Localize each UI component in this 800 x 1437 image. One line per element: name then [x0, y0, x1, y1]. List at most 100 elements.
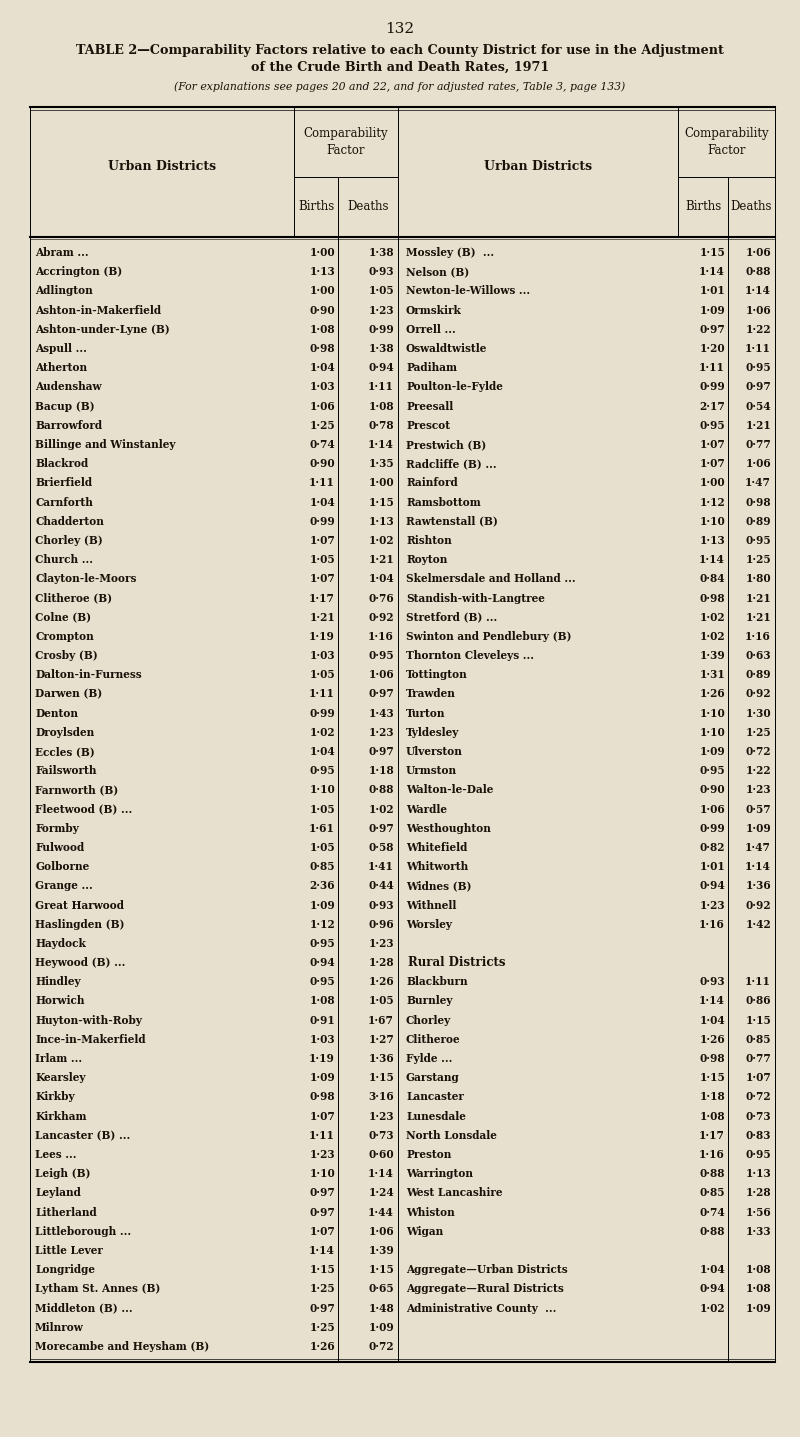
Text: 1·28: 1·28	[368, 957, 394, 969]
Text: 1·25: 1·25	[746, 555, 771, 565]
Text: Clitheroe (B): Clitheroe (B)	[35, 592, 112, 604]
Text: 0·98: 0·98	[310, 1092, 335, 1102]
Text: 1·07: 1·07	[310, 573, 335, 585]
Text: 1·36: 1·36	[746, 881, 771, 891]
Text: 1·24: 1·24	[368, 1187, 394, 1198]
Text: 1·05: 1·05	[368, 286, 394, 296]
Text: 0·99: 0·99	[310, 516, 335, 527]
Text: 1·14: 1·14	[699, 996, 725, 1006]
Text: Kirkby: Kirkby	[35, 1092, 74, 1102]
Text: Fylde ...: Fylde ...	[406, 1053, 452, 1063]
Text: 1·06: 1·06	[368, 1226, 394, 1237]
Text: 1·26: 1·26	[699, 1033, 725, 1045]
Text: Aspull ...: Aspull ...	[35, 343, 87, 354]
Text: 0·89: 0·89	[746, 516, 771, 527]
Text: 1·09: 1·09	[699, 305, 725, 316]
Text: 1·26: 1·26	[368, 976, 394, 987]
Text: Wigan: Wigan	[406, 1226, 443, 1237]
Text: Fulwood: Fulwood	[35, 842, 84, 854]
Text: Warrington: Warrington	[406, 1168, 473, 1180]
Text: 1·26: 1·26	[310, 1341, 335, 1352]
Text: 1·07: 1·07	[699, 458, 725, 470]
Text: West Lancashire: West Lancashire	[406, 1187, 502, 1198]
Text: 0·63: 0·63	[746, 650, 771, 661]
Text: 1·21: 1·21	[746, 612, 771, 622]
Text: 1·11: 1·11	[309, 477, 335, 489]
Text: Administrative County  ...: Administrative County ...	[406, 1302, 556, 1313]
Text: 1·07: 1·07	[310, 535, 335, 546]
Text: 1·09: 1·09	[699, 746, 725, 757]
Text: 0·88: 0·88	[746, 266, 771, 277]
Text: 0·74: 0·74	[310, 438, 335, 450]
Text: Royton: Royton	[406, 555, 447, 565]
Text: 1·56: 1·56	[746, 1207, 771, 1217]
Text: 1·06: 1·06	[368, 670, 394, 680]
Text: 0·73: 0·73	[368, 1129, 394, 1141]
Text: 1·22: 1·22	[746, 323, 771, 335]
Text: TABLE 2—Comparability Factors relative to each County District for use in the Ad: TABLE 2—Comparability Factors relative t…	[76, 45, 724, 57]
Text: Carnforth: Carnforth	[35, 497, 93, 507]
Text: 1·13: 1·13	[699, 535, 725, 546]
Text: 0·98: 0·98	[746, 497, 771, 507]
Text: Ormskirk: Ormskirk	[406, 305, 462, 316]
Text: 1·38: 1·38	[368, 343, 394, 354]
Text: 1·06: 1·06	[746, 305, 771, 316]
Text: 1·05: 1·05	[310, 803, 335, 815]
Text: Turton: Turton	[406, 707, 446, 718]
Text: 0·95: 0·95	[310, 938, 335, 948]
Text: 1·14: 1·14	[699, 266, 725, 277]
Text: Leigh (B): Leigh (B)	[35, 1168, 90, 1180]
Text: Swinton and Pendlebury (B): Swinton and Pendlebury (B)	[406, 631, 571, 642]
Text: 0·86: 0·86	[746, 996, 771, 1006]
Text: Blackrod: Blackrod	[35, 458, 88, 470]
Text: Chadderton: Chadderton	[35, 516, 104, 527]
Text: 2·36: 2·36	[310, 881, 335, 891]
Text: 3·16: 3·16	[368, 1092, 394, 1102]
Text: Worsley: Worsley	[406, 918, 452, 930]
Text: Morecambe and Heysham (B): Morecambe and Heysham (B)	[35, 1341, 210, 1352]
Text: Eccles (B): Eccles (B)	[35, 746, 94, 757]
Text: 1·43: 1·43	[368, 707, 394, 718]
Text: Lunesdale: Lunesdale	[406, 1111, 466, 1122]
Text: 1·04: 1·04	[310, 497, 335, 507]
Text: 1·23: 1·23	[368, 727, 394, 737]
Text: 0·54: 0·54	[746, 401, 771, 411]
Text: 0·99: 0·99	[699, 823, 725, 833]
Text: 0·76: 0·76	[368, 592, 394, 604]
Text: Crompton: Crompton	[35, 631, 94, 642]
Text: Rainford: Rainford	[406, 477, 458, 489]
Text: Westhoughton: Westhoughton	[406, 823, 491, 833]
Text: 1·01: 1·01	[699, 286, 725, 296]
Text: 1·61: 1·61	[309, 823, 335, 833]
Text: Adlington: Adlington	[35, 286, 93, 296]
Text: 1·28: 1·28	[746, 1187, 771, 1198]
Text: 1·33: 1·33	[746, 1226, 771, 1237]
Text: 1·25: 1·25	[310, 1322, 335, 1332]
Text: Whitefield: Whitefield	[406, 842, 467, 854]
Text: 0·96: 0·96	[368, 918, 394, 930]
Text: Crosby (B): Crosby (B)	[35, 650, 98, 661]
Text: Comparability
Factor: Comparability Factor	[304, 126, 388, 157]
Text: 1·11: 1·11	[368, 381, 394, 392]
Text: 1·05: 1·05	[310, 555, 335, 565]
Text: 0·92: 0·92	[368, 612, 394, 622]
Text: 1·21: 1·21	[368, 555, 394, 565]
Text: Deaths: Deaths	[347, 201, 389, 214]
Text: 1·05: 1·05	[368, 996, 394, 1006]
Text: 1·41: 1·41	[368, 861, 394, 872]
Text: 0·90: 0·90	[699, 785, 725, 796]
Text: 1·14: 1·14	[745, 286, 771, 296]
Text: 1·25: 1·25	[310, 1283, 335, 1295]
Text: 0·89: 0·89	[746, 670, 771, 680]
Text: 0·93: 0·93	[368, 266, 394, 277]
Text: 1·13: 1·13	[746, 1168, 771, 1180]
Text: 1·10: 1·10	[310, 785, 335, 796]
Text: Widnes (B): Widnes (B)	[406, 881, 471, 891]
Text: Littleborough ...: Littleborough ...	[35, 1226, 131, 1237]
Text: 1·10: 1·10	[699, 516, 725, 527]
Text: 1·11: 1·11	[309, 1129, 335, 1141]
Text: Audenshaw: Audenshaw	[35, 381, 102, 392]
Text: Billinge and Winstanley: Billinge and Winstanley	[35, 438, 175, 450]
Text: 0·95: 0·95	[368, 650, 394, 661]
Text: 1·20: 1·20	[699, 343, 725, 354]
